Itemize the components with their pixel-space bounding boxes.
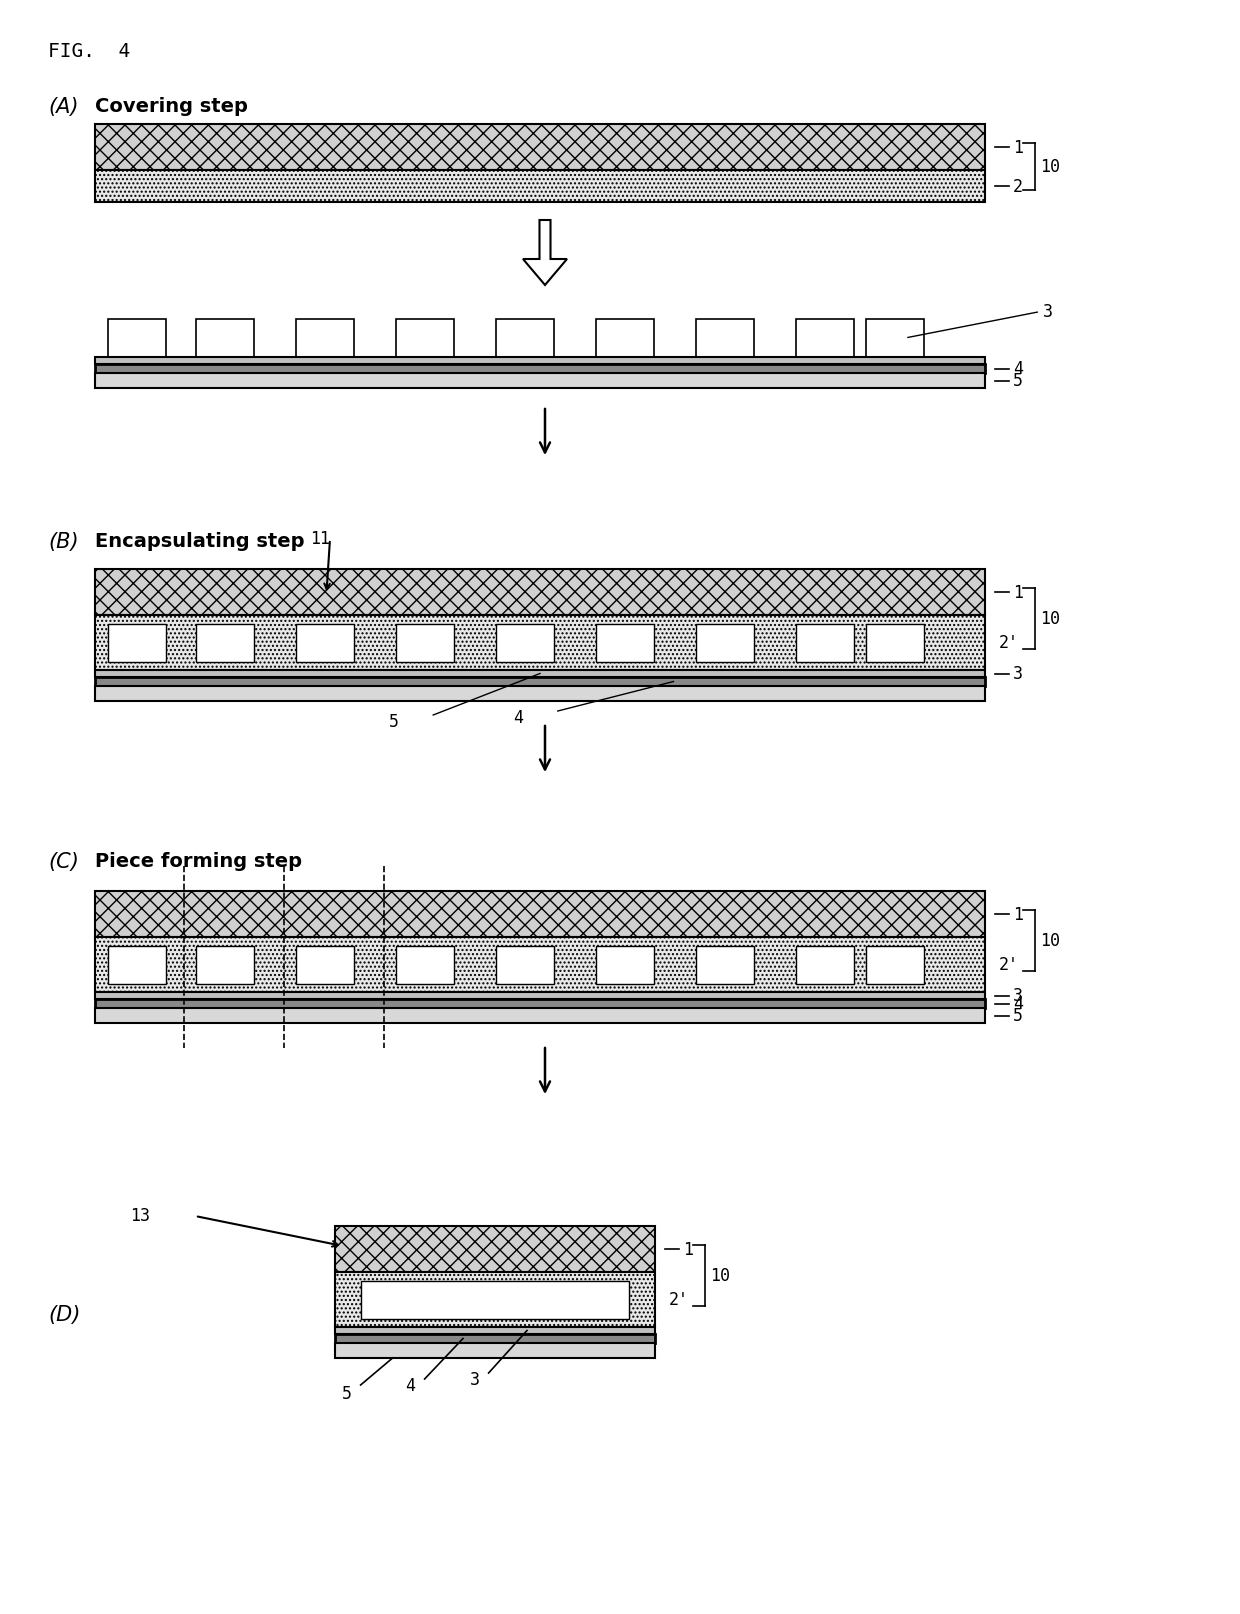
Text: (B): (B): [48, 531, 78, 552]
Bar: [361, 1280, 629, 1319]
Bar: [196, 625, 254, 662]
Bar: [396, 946, 454, 985]
Bar: [696, 625, 754, 662]
Polygon shape: [523, 221, 567, 286]
Bar: [95, 615, 985, 670]
Bar: [496, 946, 554, 985]
Text: 4: 4: [405, 1377, 415, 1394]
Text: (A): (A): [48, 97, 78, 116]
Bar: [196, 946, 254, 985]
Bar: [95, 993, 985, 999]
Text: 1: 1: [1013, 139, 1023, 157]
Text: Piece forming step: Piece forming step: [95, 852, 303, 870]
Bar: [866, 320, 924, 358]
Text: 5: 5: [388, 712, 399, 731]
Bar: [335, 1272, 655, 1327]
Text: 4: 4: [1013, 360, 1023, 378]
Bar: [95, 358, 985, 365]
Text: FIG.  4: FIG. 4: [48, 42, 130, 61]
Text: 3: 3: [1013, 986, 1023, 1006]
Text: 10: 10: [711, 1267, 730, 1285]
Bar: [396, 625, 454, 662]
Bar: [95, 171, 985, 203]
Text: 1: 1: [1013, 905, 1023, 923]
Text: 4: 4: [513, 709, 523, 726]
Text: 11: 11: [310, 529, 330, 547]
Bar: [108, 320, 166, 358]
Bar: [335, 1327, 655, 1335]
Bar: [95, 374, 985, 389]
Text: 2': 2': [999, 955, 1019, 973]
Bar: [95, 570, 985, 615]
Bar: [95, 365, 985, 374]
Text: 5: 5: [1013, 373, 1023, 391]
Bar: [596, 625, 653, 662]
Text: 10: 10: [1040, 158, 1060, 176]
Text: 3: 3: [908, 303, 1053, 339]
Bar: [95, 1009, 985, 1023]
Bar: [496, 320, 554, 358]
Bar: [696, 320, 754, 358]
Bar: [95, 124, 985, 171]
Bar: [196, 320, 254, 358]
Bar: [296, 946, 353, 985]
Bar: [796, 320, 854, 358]
Text: 2: 2: [1013, 178, 1023, 195]
Bar: [296, 320, 353, 358]
Bar: [335, 1335, 655, 1343]
Text: 10: 10: [1040, 931, 1060, 949]
Text: 2': 2': [670, 1291, 689, 1309]
Bar: [95, 670, 985, 678]
Bar: [596, 320, 653, 358]
Bar: [95, 678, 985, 686]
Text: 10: 10: [1040, 610, 1060, 628]
Bar: [296, 625, 353, 662]
Bar: [796, 946, 854, 985]
Text: (D): (D): [48, 1304, 81, 1323]
Bar: [596, 946, 653, 985]
Text: 2': 2': [999, 634, 1019, 652]
Bar: [95, 891, 985, 938]
Text: 5: 5: [341, 1385, 351, 1403]
Bar: [108, 625, 166, 662]
Bar: [866, 625, 924, 662]
Text: Covering step: Covering step: [95, 97, 248, 116]
Bar: [866, 946, 924, 985]
Bar: [95, 686, 985, 702]
Bar: [95, 999, 985, 1009]
Text: 4: 4: [1013, 994, 1023, 1014]
Text: 5: 5: [1013, 1007, 1023, 1025]
Bar: [95, 938, 985, 993]
Text: 3: 3: [470, 1370, 480, 1388]
Bar: [496, 625, 554, 662]
Text: 3: 3: [1013, 665, 1023, 683]
Bar: [696, 946, 754, 985]
Bar: [335, 1343, 655, 1357]
Text: 1: 1: [1013, 584, 1023, 602]
Text: 1: 1: [683, 1240, 693, 1259]
Text: 13: 13: [130, 1206, 150, 1225]
Text: Encapsulating step: Encapsulating step: [95, 531, 305, 550]
Bar: [335, 1227, 655, 1272]
Bar: [796, 625, 854, 662]
Text: (C): (C): [48, 852, 79, 872]
Bar: [108, 946, 166, 985]
Bar: [396, 320, 454, 358]
